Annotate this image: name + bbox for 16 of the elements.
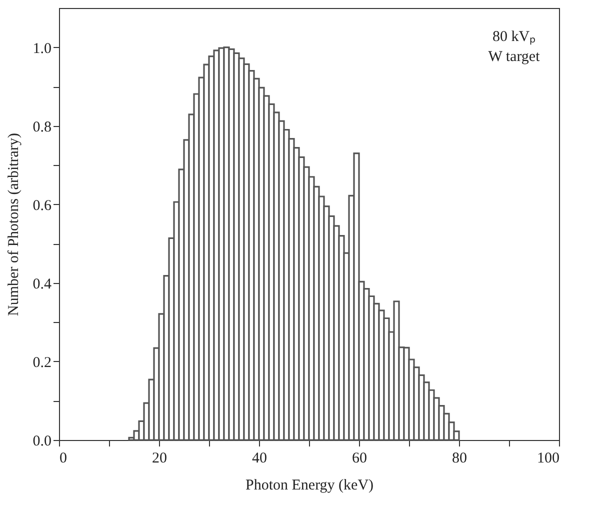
x-tick-label: 60 [352,450,367,466]
x-tick-label: 40 [252,450,267,466]
y-tick-label: 0.2 [32,354,52,371]
x-tick-label: 80 [452,450,467,466]
y-tick-label: 0.4 [32,276,52,292]
x-tick-label: 100 [537,450,560,466]
y-axis-title: Number of Photons (arbitrary) [6,133,22,316]
x-tick-label: 20 [152,450,167,466]
y-tick-label: 0.6 [32,198,52,214]
y-tick-label: 0.8 [32,119,52,136]
y-tick-label: 0.0 [32,434,52,450]
annotation: 80 kVₚ [492,29,536,45]
x-axis-title: Photon Energy (keV) [245,478,374,494]
annotation: W target [488,49,541,65]
x-tick-label: 0 [60,450,67,466]
y-tick-label: 1.0 [32,40,52,57]
